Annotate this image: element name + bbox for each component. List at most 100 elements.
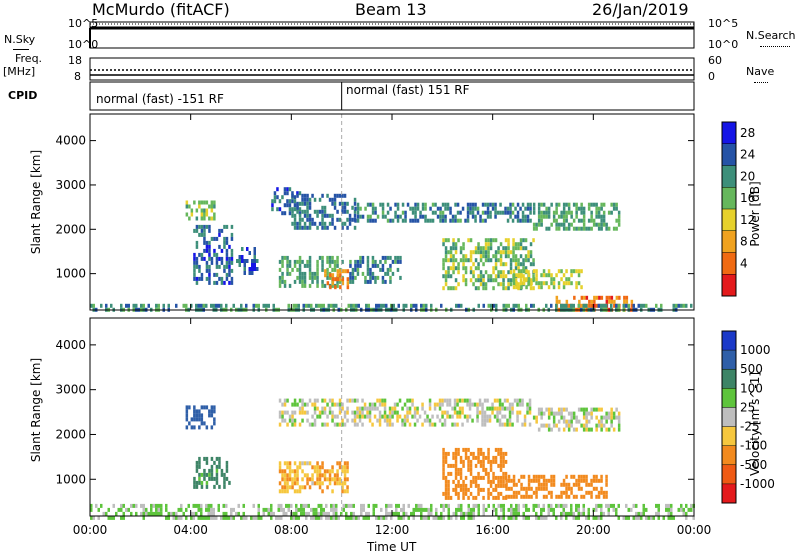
- power-echo-cell: [333, 197, 337, 202]
- velocity-echo-cell: [580, 478, 583, 483]
- velocity-echo-cell: [300, 507, 303, 512]
- velocity-echo-cell: [647, 515, 650, 520]
- velocity-echo-cell: [527, 515, 530, 520]
- velocity-echo-cell: [298, 461, 302, 466]
- velocity-echo-cell: [487, 455, 490, 460]
- power-echo-cell: [532, 226, 536, 231]
- velocity-echo-cell: [385, 515, 388, 520]
- velocity-echo-cell: [537, 411, 541, 416]
- velocity-echo-cell: [597, 419, 601, 424]
- power-echo-cell: [529, 210, 532, 215]
- velocity-echo-cell: [535, 486, 538, 491]
- power-echo-cell: [230, 268, 234, 273]
- velocity-echo-cell: [317, 511, 320, 516]
- velocity-echo-cell: [391, 406, 394, 411]
- velocity-echo-cell: [587, 511, 590, 516]
- power-echo-cell: [623, 295, 626, 300]
- power-echo-cell: [371, 255, 375, 260]
- power-echo-cell: [532, 277, 536, 282]
- power-echo-cell: [203, 216, 206, 221]
- velocity-echo-cell: [92, 515, 95, 520]
- velocity-echo-cell: [521, 422, 524, 427]
- power-echo-cell: [213, 204, 216, 209]
- velocity-echo-cell: [542, 423, 546, 428]
- power-echo-cell: [514, 206, 517, 211]
- power-echo-cell: [487, 246, 490, 251]
- velocity-echo-cell: [395, 511, 398, 516]
- power-echo-cell: [481, 202, 485, 207]
- velocity-echo-cell: [185, 515, 188, 520]
- power-echo-cell: [396, 267, 400, 272]
- velocity-echo-cell: [523, 418, 527, 423]
- velocity-echo-cell: [504, 471, 508, 476]
- power-echo-cell: [524, 266, 528, 271]
- velocity-echo-cell: [366, 410, 369, 415]
- velocity-echo-cell: [512, 478, 516, 483]
- power-echo-cell: [504, 262, 508, 267]
- velocity-echo-cell: [580, 486, 583, 491]
- power-echo-cell: [203, 200, 206, 205]
- power-echo-cell: [349, 275, 352, 280]
- velocity-echo-cell: [296, 465, 299, 470]
- velocity-echo-cell: [311, 422, 314, 427]
- velocity-echo-cell: [336, 473, 339, 478]
- velocity-echo-cell: [615, 507, 618, 512]
- velocity-echo-cell: [358, 406, 362, 411]
- power-echo-cell: [238, 259, 241, 263]
- velocity-echo-cell: [451, 406, 454, 411]
- velocity-echo-cell: [107, 515, 110, 520]
- power-echo-cell: [356, 218, 360, 223]
- velocity-echo-cell: [352, 515, 355, 520]
- velocity-echo-cell: [291, 402, 294, 407]
- velocity-echo-cell: [415, 507, 418, 512]
- velocity-echo-cell: [385, 507, 388, 512]
- velocity-echo-cell: [277, 515, 280, 520]
- velocity-echo-cell: [326, 469, 329, 474]
- power-echo-cell: [512, 238, 515, 243]
- power-echo-cell: [308, 271, 312, 276]
- power-echo-cell: [225, 276, 229, 281]
- power-echo-cell: [316, 213, 319, 218]
- velocity-echo-cell: [301, 418, 304, 423]
- velocity-echo-cell: [476, 410, 479, 415]
- velocity-echo-cell: [198, 476, 201, 481]
- velocity-echo-cell: [245, 515, 248, 520]
- power-echo-cell: [321, 283, 324, 288]
- velocity-echo-cell: [398, 398, 402, 403]
- velocity-echo-cell: [602, 494, 606, 499]
- power-echo-cell: [587, 226, 591, 231]
- velocity-echo-cell: [532, 503, 535, 508]
- velocity-echo-cell: [353, 418, 357, 423]
- velocity-echo-cell: [437, 515, 440, 520]
- power-echo-cell: [520, 273, 523, 278]
- power-echo-cell: [389, 218, 392, 223]
- velocity-echo-cell: [348, 398, 352, 403]
- x-tick-label: 04:00: [173, 523, 208, 537]
- power-echo-cell: [210, 200, 214, 205]
- power-echo-cell: [550, 303, 553, 308]
- velocity-echo-cell: [406, 414, 409, 419]
- velocity-echo-cell: [454, 483, 458, 488]
- power-echo-cell: [515, 303, 518, 308]
- velocity-echo-cell: [479, 447, 483, 452]
- velocity-echo-cell: [535, 490, 538, 495]
- velocity-echo-cell: [585, 474, 588, 479]
- velocity-echo-cell: [346, 465, 349, 470]
- power-echo-cell: [125, 303, 128, 308]
- velocity-echo-cell: [305, 511, 308, 516]
- velocity-echo-cell: [232, 507, 235, 512]
- power-echo-cell: [318, 221, 322, 226]
- velocity-echo-cell: [372, 503, 375, 508]
- power-echo-cell: [555, 226, 558, 231]
- power-echo-cell: [519, 242, 523, 247]
- velocity-echo-cell: [540, 407, 543, 412]
- velocity-echo-cell: [365, 515, 368, 520]
- velocity-echo-cell: [515, 511, 518, 516]
- power-echo-cell: [567, 222, 571, 227]
- velocity-echo-cell: [486, 398, 489, 403]
- velocity-echo-cell: [292, 511, 295, 516]
- power-echo-cell: [595, 210, 598, 215]
- power-echo-cell: [482, 303, 485, 308]
- power-echo-cell: [630, 303, 634, 308]
- power-echo-cell: [297, 303, 300, 308]
